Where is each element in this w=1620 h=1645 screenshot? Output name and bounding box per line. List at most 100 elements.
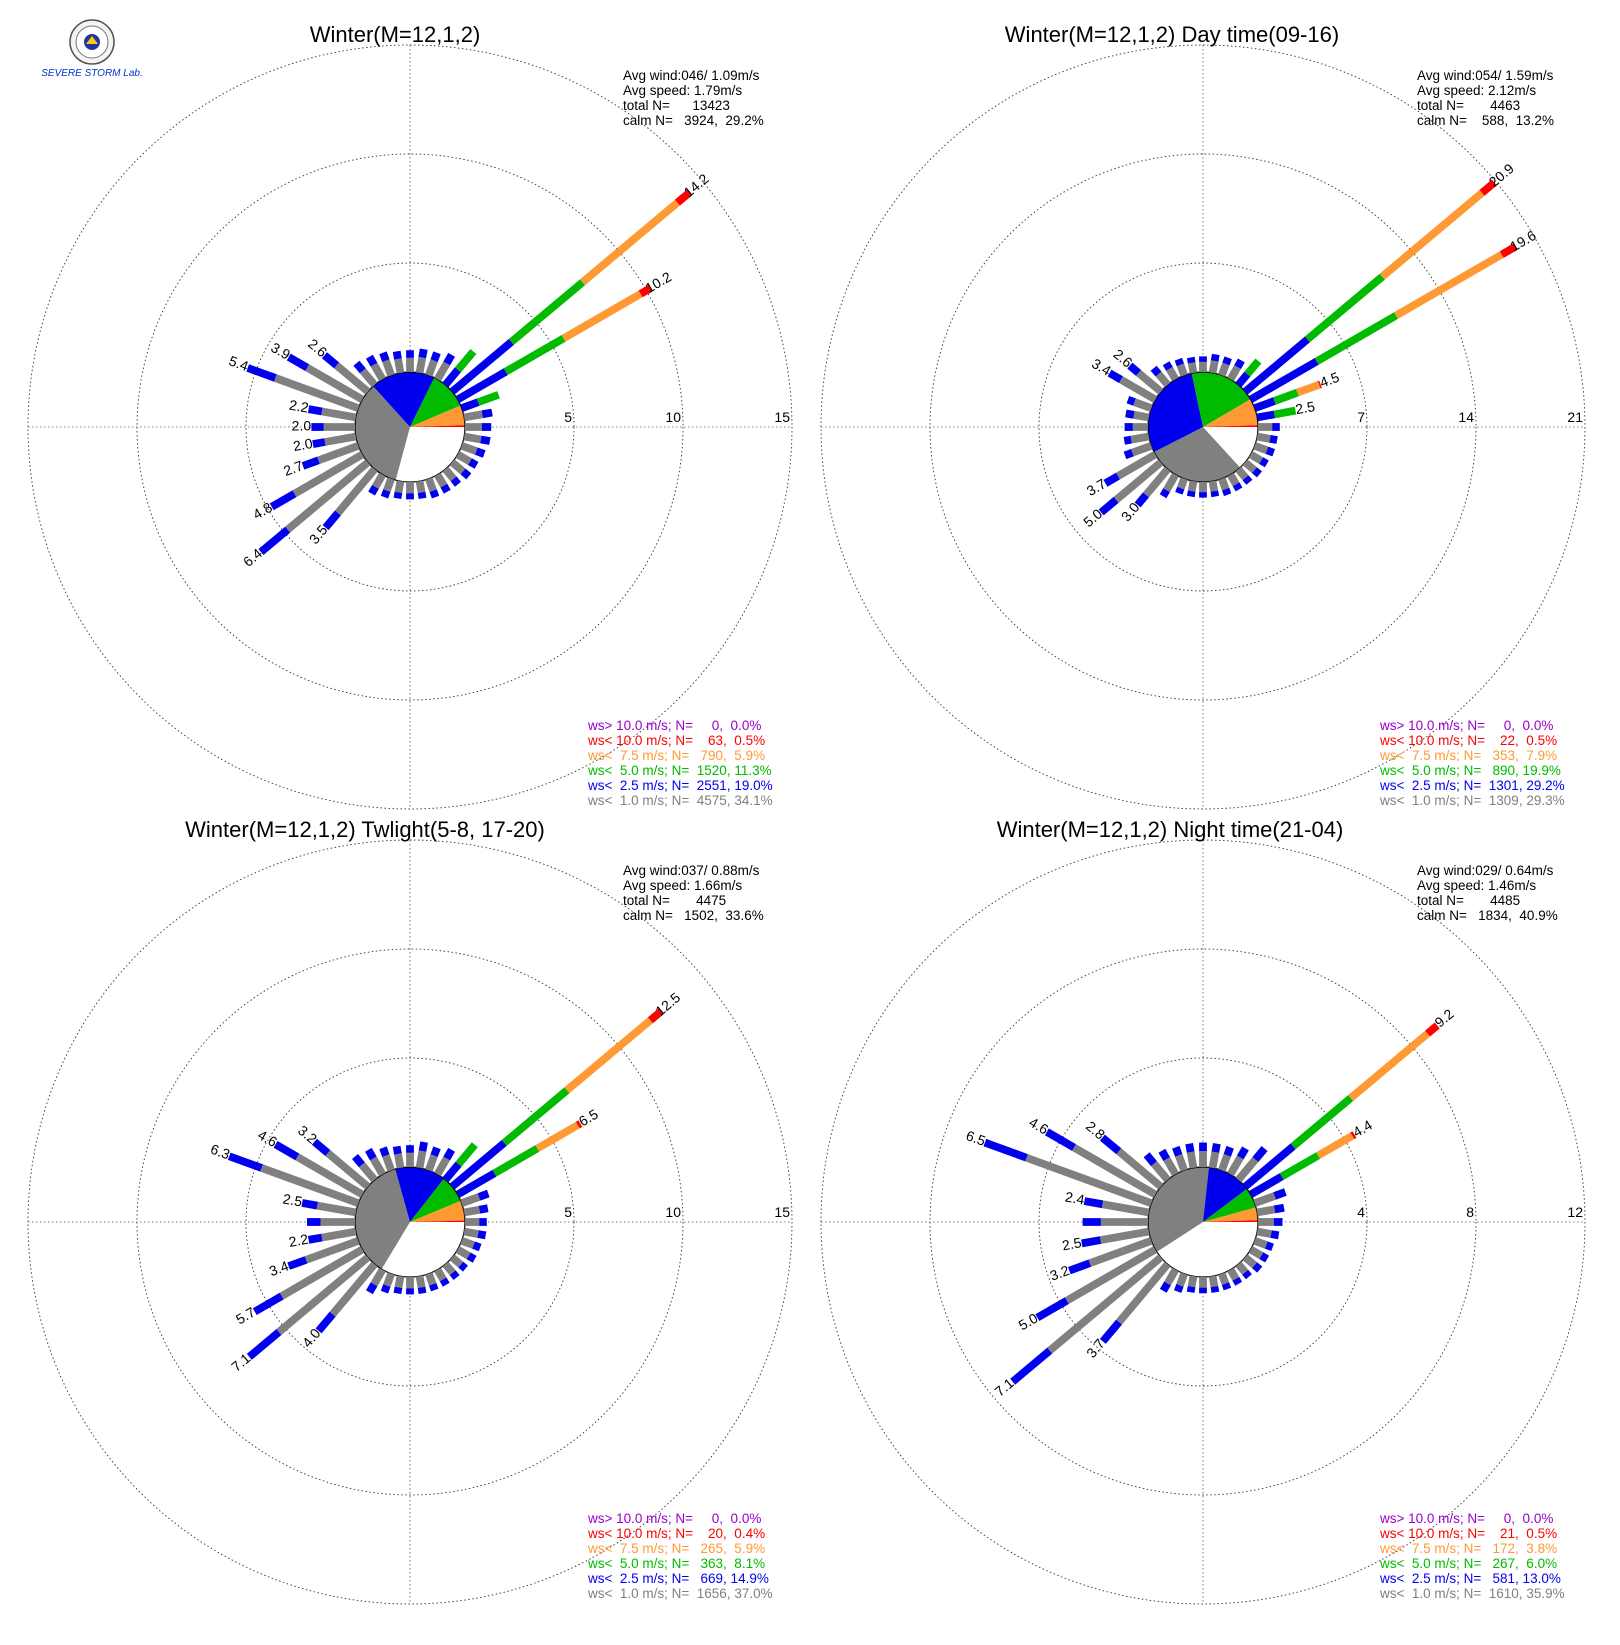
bar-segment <box>321 407 357 422</box>
bar-segment <box>1256 410 1276 422</box>
bar-dir-150 <box>434 472 451 494</box>
bar-segment <box>406 1288 414 1295</box>
bar-dir-0 <box>1199 356 1207 372</box>
bar-dir-60 <box>1248 243 1517 403</box>
bar-segment <box>1210 353 1220 362</box>
ring-label: 15 <box>774 409 790 425</box>
bar-dir-350 <box>392 350 405 374</box>
bar-label: 2.4 <box>1064 1189 1086 1208</box>
bar-segment <box>307 405 323 416</box>
bar-dir-200 <box>380 477 395 499</box>
bar-segment <box>468 458 479 469</box>
bar-segment <box>1199 1277 1207 1288</box>
pie-ws-lt-1 <box>1148 1167 1209 1252</box>
bar-segment <box>1248 451 1264 464</box>
bar-segment <box>1082 1218 1101 1226</box>
bar-dir-300 <box>286 353 365 403</box>
bar-dir-250 <box>287 1237 360 1270</box>
bar-segment <box>382 359 395 377</box>
bar-segment <box>415 1150 427 1169</box>
bar-dir-350 <box>1185 1143 1198 1169</box>
pie-ws-lt-10 <box>410 1220 466 1222</box>
bar-segment <box>455 1142 478 1167</box>
bar-label: 2.5 <box>282 1190 304 1209</box>
bar-segment <box>479 1218 487 1226</box>
bar-segment <box>1242 459 1257 474</box>
legend-entry: ws< 2.5 m/s; N= 1301, 29.2% <box>1379 778 1565 793</box>
bar-dir-220 <box>1099 1261 1171 1344</box>
bar-dir-300 <box>1107 369 1158 403</box>
bar-dir-280 <box>1083 1197 1150 1217</box>
bar-dir-120 <box>1248 451 1269 468</box>
bar-segment <box>380 1284 391 1294</box>
ring-label: 12 <box>1567 1204 1583 1220</box>
bar-segment <box>1186 490 1196 498</box>
bar-dir-10 <box>1208 353 1220 374</box>
bar-segment <box>1163 472 1179 493</box>
bar-dir-160 <box>1218 477 1232 497</box>
bar-dir-340 <box>1174 357 1188 377</box>
bar-dir-310 <box>1099 1134 1164 1190</box>
bar-segment <box>1083 1197 1104 1209</box>
bar-segment <box>1208 1151 1220 1169</box>
bar-segment <box>442 466 457 482</box>
bar-segment <box>442 367 461 388</box>
bar-segment <box>443 352 455 366</box>
bar-dir-300 <box>1044 1128 1158 1198</box>
bar-dir-40 <box>1235 358 1262 388</box>
bar-segment <box>1256 1205 1276 1217</box>
bar-segment <box>1265 1241 1274 1251</box>
bar-dir-350 <box>1186 356 1198 374</box>
bar-dir-20 <box>425 351 441 377</box>
stat-line: calm N= 1834, 40.9% <box>1417 908 1558 923</box>
bar-segment <box>1242 336 1310 395</box>
bar-segment <box>1116 1261 1171 1325</box>
bar-segment <box>227 1152 263 1172</box>
bar-segment <box>1218 362 1230 377</box>
pie-ws-lt-5 <box>410 377 461 427</box>
bar-segment <box>1072 1144 1158 1198</box>
bar-dir-330 <box>1158 1148 1179 1177</box>
bar-segment <box>1035 1297 1069 1321</box>
bar-segment <box>352 1154 365 1168</box>
bar-segment <box>1010 1347 1053 1385</box>
bar-dir-180 <box>406 1277 414 1295</box>
bar-segment <box>260 1164 360 1207</box>
bar-dir-10 <box>415 348 428 374</box>
bar-segment <box>429 1283 439 1292</box>
bar-segment <box>417 491 427 499</box>
legend-entry: ws< 5.0 m/s; N= 363, 8.1% <box>587 1556 765 1571</box>
bar-segment <box>1210 490 1220 498</box>
bar-segment <box>1244 358 1262 377</box>
bar-segment <box>305 364 365 403</box>
bar-segment <box>274 374 360 412</box>
bar-segment <box>1143 466 1171 498</box>
legend-entry: ws< 2.5 m/s; N= 669, 14.9% <box>587 1571 769 1586</box>
pie-ws-lt-2.5 <box>1203 1167 1247 1222</box>
bar-dir-270 <box>311 423 355 431</box>
bar-dir-220 <box>1134 466 1171 508</box>
bar-dir-260 <box>1081 1227 1150 1248</box>
bar-segment <box>449 1270 460 1280</box>
bar-segment <box>455 349 477 373</box>
bar-dir-200 <box>380 1272 395 1294</box>
bar-segment <box>1099 1319 1122 1344</box>
bar-segment <box>1186 1151 1198 1169</box>
bar-segment <box>443 1147 455 1161</box>
bar-dir-0 <box>406 1145 414 1167</box>
stat-line: calm N= 3924, 29.2% <box>623 113 764 128</box>
bar-segment <box>276 1254 371 1335</box>
bar-segment <box>252 1292 284 1315</box>
bar-dir-190 <box>393 480 405 499</box>
pie-ws-lt-7.5 <box>1203 1207 1258 1222</box>
bar-segment <box>983 1138 1028 1162</box>
windrose-panel-4: 4 8 129.24.43.77.15.03.22.52.46.54.6 2.8Win… <box>820 817 1586 1605</box>
bar-label: 5.4 <box>227 352 251 374</box>
bar-dir-350 <box>392 1145 405 1169</box>
bar-segment <box>1242 1143 1296 1190</box>
bar-segment <box>1125 409 1135 419</box>
bar-segment <box>1159 1281 1171 1293</box>
bar-segment <box>460 442 478 455</box>
windrose-panel-2: 7 14 2120.919.64.52.53.05.03.73.42.6Winter… <box>820 22 1586 810</box>
